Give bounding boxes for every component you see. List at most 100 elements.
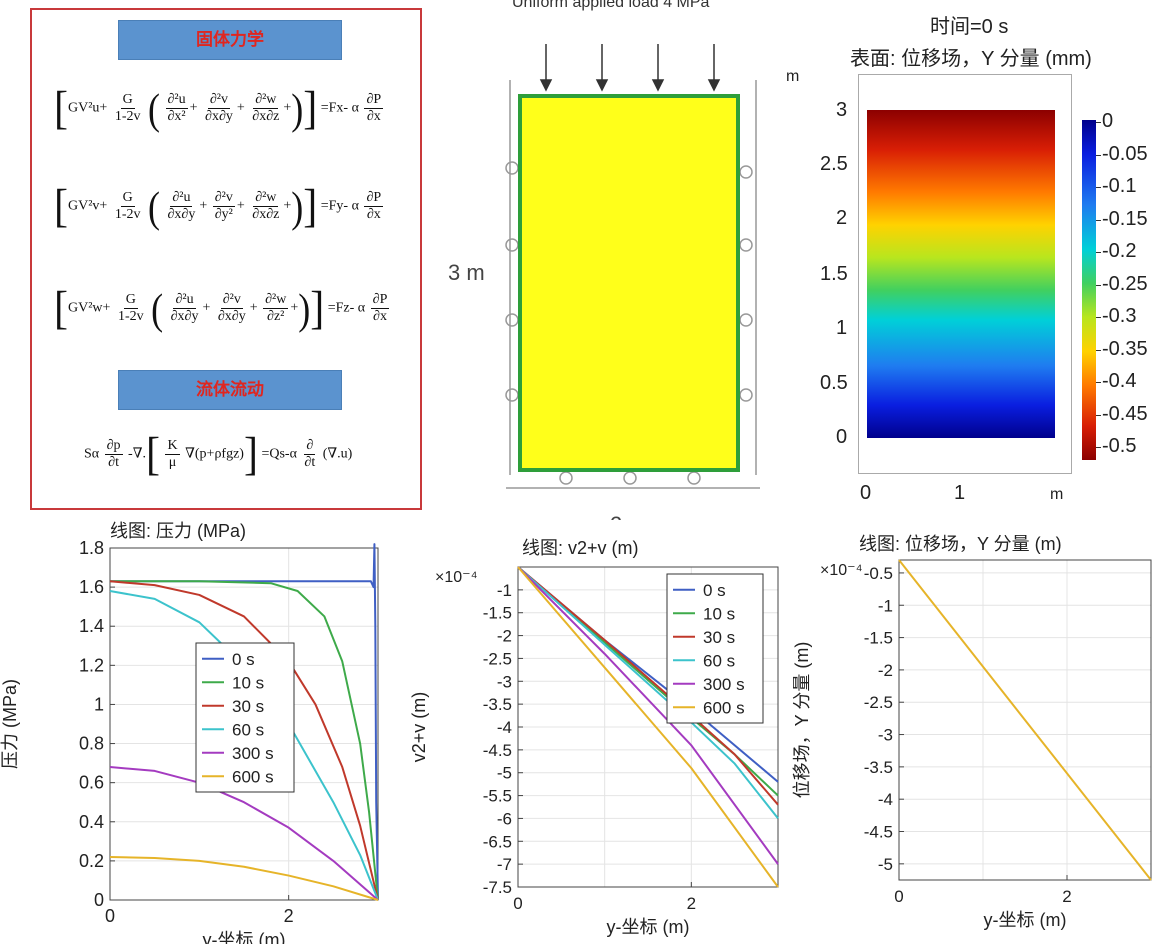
colorbar-tick-mark [1096,349,1101,351]
y-tick-label: -5 [878,855,893,874]
colorbar-tick-label: -0.35 [1102,337,1148,360]
schematic-panel: Uniform applied load 4 MPa 3 m 2 m [430,0,780,520]
schematic-drawing [505,44,760,489]
colorbar-tick-mark [1096,447,1101,448]
heatmap-x-unit: m [1050,486,1064,503]
colorbar-tick-mark [1096,317,1101,318]
x-axis-label: y-坐标 (m) [984,910,1067,930]
y-tick-label: 0.8 [79,734,104,754]
series-line [517,566,779,888]
colorbar-tick-mark [1096,154,1101,156]
solid-mechanics-title: 固体力学 [118,20,342,60]
series-line [109,855,379,901]
heatmap-x-tick: 0 [860,482,872,504]
y-tick-label: -4.5 [483,741,512,760]
width-label: 2 m [610,512,647,520]
colorbar-tick-label: -0.1 [1102,175,1137,197]
heatmap-field [867,110,1055,438]
legend-label: 600 s [232,767,274,786]
heatmap-y-tick: 1 [836,317,848,339]
colorbar-tick-mark [1096,284,1101,286]
colorbar-tick-mark [1096,252,1101,253]
y-tick-label: -5.5 [483,787,512,806]
legend-label: 30 s [232,697,264,716]
y-tick-label: -0.5 [864,564,893,583]
y-tick-label: -4 [497,718,512,737]
y-tick-label: -4 [878,790,893,809]
displacement-chart: 线图: 位移场，Y 分量 (m) ×10⁻⁴ -0.5 -1 -1.5 -2 -2.5 -3 -… [792,534,1152,930]
y-axis-label: v2+v (m) [409,692,429,763]
legend-label: 10 s [232,673,264,692]
heatmap-title-field: 表面: 位移场，Y 分量 (mm) [850,48,1092,70]
plot-frame [109,547,379,901]
colorbar-tick-mark [1096,414,1101,416]
v2v-chart: 线图: v2+v (m) ×10⁻⁴ -1 -1.5 -2 -2.5 -3 -3.5 -4 -4.… [409,538,779,937]
y-tick-label: -1 [497,581,512,600]
y-tick-label: -3 [497,672,512,691]
legend-box [666,573,764,724]
colorbar-tick-label: -0.3 [1102,305,1137,327]
y-tick-label: 1.4 [79,616,104,636]
heatmap-plot-area [858,74,1072,474]
y-tick-label: -2.5 [864,693,893,712]
y-axis-label: 压力 (MPa) [0,679,20,769]
x-axis-label: y-坐标 (m) [607,917,690,937]
y-tick-label: 1.6 [79,577,104,597]
x-tick-label: 0 [894,887,903,906]
series-line [517,566,779,865]
colorbar-tick-label: -0.5 [1102,435,1137,457]
legend-label: 60 s [703,651,735,670]
chart-title: 线图: 位移场，Y 分量 (m) [859,534,1062,554]
y-tick-label: 0 [94,890,104,910]
heatmap-y-tick: 0.5 [820,372,848,394]
y-tick-label: -4.5 [864,823,893,842]
y-tick-label: -7.5 [483,878,512,897]
x-axis-label: y-坐标 (m) [203,930,286,944]
y-tick-label: 0.4 [79,812,104,832]
legend-label: 300 s [232,744,274,763]
colorbar-tick-label: 0 [1102,110,1114,132]
chart-title: 线图: 压力 (MPa) [110,521,246,541]
colorbar-tick-mark [1096,187,1101,188]
scale-label: ×10⁻⁴ [435,569,478,586]
legend-box [195,642,295,793]
heatmap-y-tick: 0 [836,426,848,448]
chart-title: 线图: v2+v (m) [522,538,639,558]
heatmap-y-unit: m [786,68,800,85]
y-tick-label: -2.5 [483,649,512,668]
colorbar-tick-label: -0.45 [1102,402,1148,425]
domain-rectangle [518,94,740,472]
legend-label: 0 s [703,581,726,600]
legend-label: 60 s [232,720,264,739]
y-tick-label: 1.2 [79,655,104,675]
series-line [110,543,379,901]
legend-label: 30 s [703,628,735,647]
y-tick-label: -2 [878,661,893,680]
equation-x: [GV²u+ G 1-2v ( ∂²u ∂x² + ∂²v ∂x∂y + ∂²w ∂x∂z +… [54,83,384,134]
series-line [898,559,1152,881]
colorbar-tick-mark [1096,382,1101,383]
x-tick-label: 0 [513,894,522,913]
y-tick-label: 1 [94,694,104,714]
x-tick-label: 0 [105,906,115,926]
y-tick-label: -3.5 [864,758,893,777]
series-line [110,580,379,901]
equation-y: [GV²v+ G 1-2v ( ∂²u ∂x∂y + ∂²v ∂y² + ∂²w ∂x∂z +… [54,181,384,232]
y-tick-label: -1 [878,596,893,615]
load-label: Uniform applied load 4 MPa [512,0,710,11]
colorbar-tick-mark [1096,122,1101,123]
fluid-flow-title: 流体流动 [118,370,342,410]
scale-label: ×10⁻⁴ [820,562,863,579]
x-tick-label: 2 [284,906,294,926]
colorbar-tick-mark [1096,219,1101,221]
colorbar-tick-label: -0.25 [1102,272,1148,295]
legend-label: 0 s [232,650,255,669]
legend-label: 10 s [703,604,735,623]
height-label: 3 m [448,260,485,285]
colorbar [1082,120,1096,460]
colorbar-tick-label: -0.2 [1102,240,1137,262]
y-tick-label: -6.5 [483,832,512,851]
heatmap-y-tick: 3 [836,99,848,121]
legend-label: 600 s [703,698,745,717]
